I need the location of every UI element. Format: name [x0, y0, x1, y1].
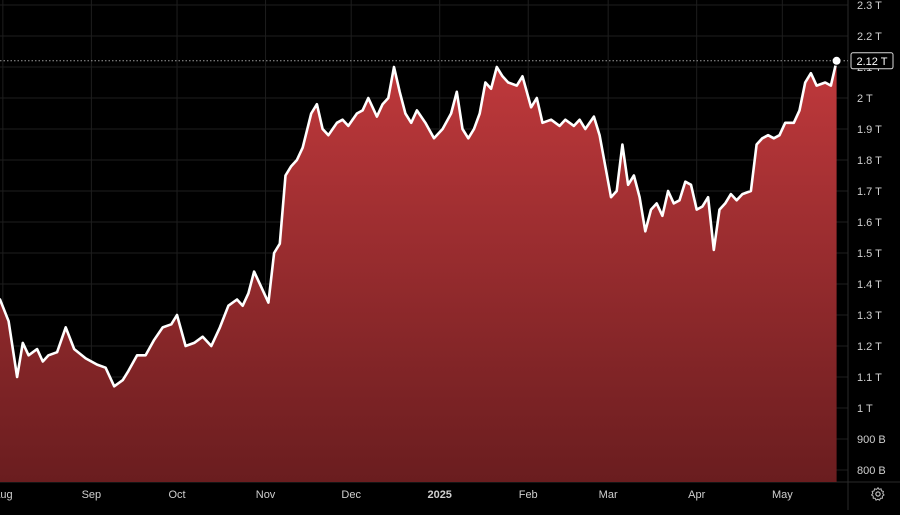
- y-tick-label: 1.5 T: [857, 248, 882, 260]
- x-tick-label: Mar: [599, 489, 618, 501]
- y-tick-label: 1.7 T: [857, 186, 882, 198]
- last-value-badge: [850, 52, 894, 70]
- last-value-dot: [831, 55, 842, 66]
- y-tick-label: 2.2 T: [857, 31, 882, 43]
- y-tick-label: 2 T: [857, 93, 873, 105]
- x-tick-label: 2025: [427, 489, 451, 501]
- x-tick-label: Oct: [168, 489, 185, 501]
- series-area: [0, 60, 837, 483]
- y-tick-label: 900 B: [857, 434, 886, 446]
- y-tick-label: 2.3 T: [857, 0, 882, 12]
- x-tick-label: Sep: [82, 489, 102, 501]
- gear-icon[interactable]: [870, 486, 886, 502]
- x-axis: Aug Sep Oct Nov Dec 2025 Feb Mar Apr May: [0, 489, 793, 501]
- y-tick-label: 800 B: [857, 465, 886, 477]
- y-tick-label: 1 T: [857, 403, 873, 415]
- series-line: [0, 59, 838, 388]
- y-tick-label: 1.3 T: [857, 310, 882, 322]
- series-layer: [0, 59, 838, 483]
- x-tick-label: Apr: [688, 489, 705, 501]
- y-tick-label: 1.8 T: [857, 155, 882, 167]
- last-value-marker: 2.12 T: [0, 52, 894, 70]
- last-value-label: 2.12 T: [857, 56, 888, 68]
- y-tick-label: 1.1 T: [857, 372, 882, 384]
- y-tick-label: 1.2 T: [857, 341, 882, 353]
- y-tick-label: 1.6 T: [857, 217, 882, 229]
- y-tick-label: 1.9 T: [857, 124, 882, 136]
- x-tick-label: Feb: [519, 489, 538, 501]
- y-tick-label: 1.4 T: [857, 279, 882, 291]
- x-tick-label: May: [772, 489, 793, 501]
- x-tick-label: Nov: [256, 489, 276, 501]
- x-tick-label: Dec: [341, 489, 361, 501]
- y-axis: 800 B 900 B 1 T 1.1 T 1.2 T 1.3 T 1.4 T 1.5 T 1.…: [857, 0, 886, 477]
- x-tick-label: Aug: [0, 489, 13, 501]
